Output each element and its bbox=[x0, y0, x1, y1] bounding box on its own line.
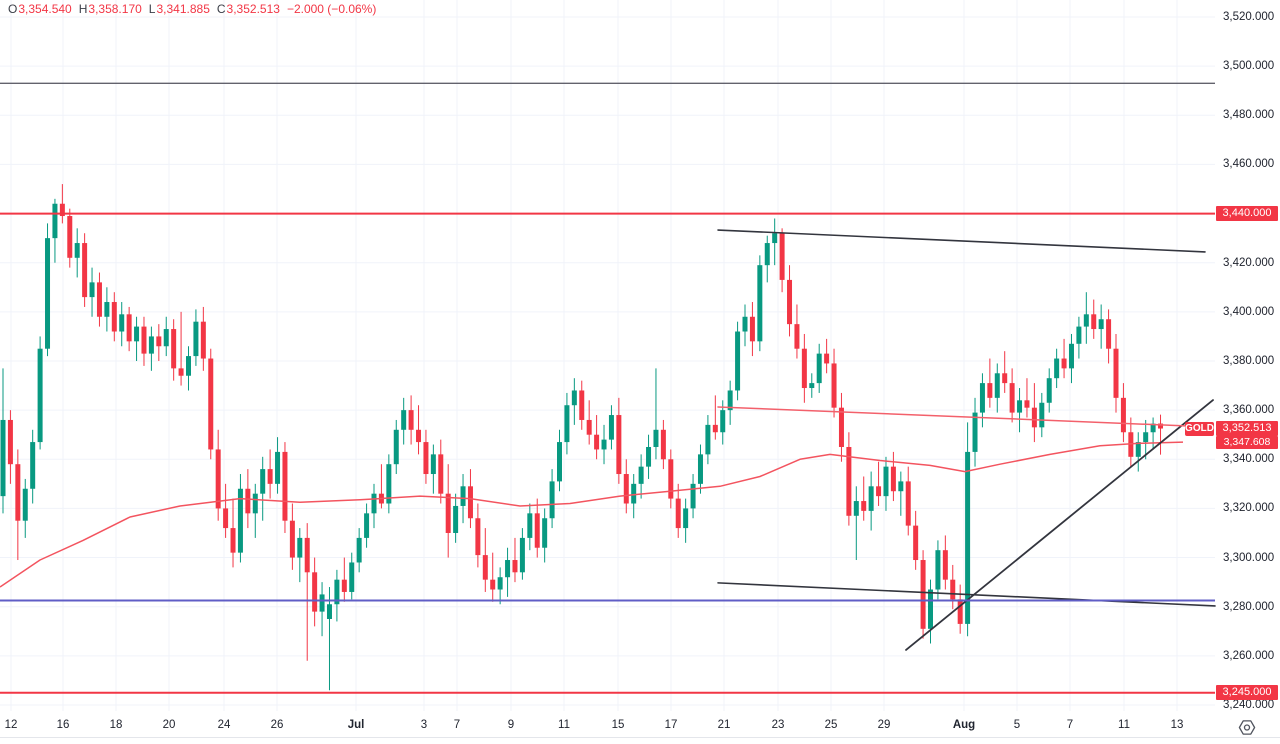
close-label: C bbox=[216, 2, 226, 16]
high-value: 3,358.170 bbox=[88, 2, 142, 16]
open-value: 3,354.540 bbox=[18, 2, 72, 16]
time-tick-label: 25 bbox=[824, 719, 838, 731]
resistance-price-tag: 3,440.000 bbox=[1216, 206, 1278, 222]
horizontal-levels bbox=[0, 82, 1215, 694]
time-tick-label: 18 bbox=[109, 719, 123, 731]
ohlc-legend: O 3,354.540 H 3,358.170 L 3,341.885 C 3,352.… bbox=[8, 1, 376, 17]
gear-icon bbox=[1238, 720, 1256, 735]
upper-descending-trendline[interactable] bbox=[717, 229, 1206, 253]
axis-settings-button[interactable] bbox=[1237, 718, 1257, 737]
time-tick-label: 29 bbox=[877, 719, 891, 731]
trendlines bbox=[717, 229, 1216, 651]
price-tick-label: 3,460.000 bbox=[1223, 158, 1275, 171]
time-tick-label: 11 bbox=[558, 719, 570, 731]
ascending-trendline[interactable] bbox=[905, 399, 1214, 651]
moving-average-line bbox=[0, 441, 1184, 588]
time-tick-label: 17 bbox=[664, 719, 678, 731]
time-tick-label: 3 bbox=[420, 719, 428, 731]
price-tick-label: 3,240.000 bbox=[1223, 698, 1275, 711]
price-tick-label: 3,360.000 bbox=[1223, 404, 1275, 417]
time-tick-label: 7 bbox=[1066, 719, 1074, 731]
price-tick-label: 3,320.000 bbox=[1223, 502, 1275, 515]
time-tick-label: 11 bbox=[1118, 719, 1130, 731]
support-price-tag: 3,245.000 bbox=[1216, 685, 1278, 701]
grid-lines bbox=[0, 0, 1215, 711]
last-price-tag: 3,352.513 bbox=[1216, 421, 1278, 437]
ma-price-tag: 3,347.608 bbox=[1216, 436, 1278, 450]
time-tick-label: Jul bbox=[347, 719, 365, 731]
price-tick-label: 3,300.000 bbox=[1223, 551, 1275, 564]
time-tick-label: 5 bbox=[1013, 719, 1021, 731]
high-label: H bbox=[78, 2, 88, 16]
price-tick-label: 3,500.000 bbox=[1223, 60, 1275, 73]
price-tick-label: 3,420.000 bbox=[1223, 256, 1275, 269]
candlestick-series bbox=[0, 184, 1164, 691]
time-tick-label: 9 bbox=[507, 719, 515, 731]
time-tick-label: 7 bbox=[453, 719, 461, 731]
lower-descending-trendline[interactable] bbox=[717, 582, 1216, 607]
price-tick-label: 3,380.000 bbox=[1223, 354, 1275, 367]
time-tick-label: 15 bbox=[611, 719, 625, 731]
low-label: L bbox=[148, 2, 156, 16]
change-value: −2.000 (−0.06%) bbox=[286, 2, 377, 16]
symbol-price-tag: GOLD bbox=[1185, 421, 1214, 436]
time-tick-label: 20 bbox=[162, 719, 176, 731]
close-value: 3,352.513 bbox=[226, 2, 280, 16]
time-tick-label: 23 bbox=[771, 719, 785, 731]
low-value: 3,341.885 bbox=[156, 2, 210, 16]
axis-separator bbox=[0, 737, 1280, 738]
time-tick-label: 21 bbox=[717, 719, 731, 731]
time-tick-label: 24 bbox=[217, 719, 231, 731]
time-tick-label: 16 bbox=[56, 719, 70, 731]
price-tick-label: 3,480.000 bbox=[1223, 109, 1275, 122]
time-tick-label: 13 bbox=[1170, 719, 1184, 731]
price-tick-label: 3,280.000 bbox=[1223, 600, 1275, 613]
time-tick-label: 12 bbox=[4, 719, 18, 731]
red-trendline[interactable] bbox=[717, 406, 1186, 427]
price-tick-label: 3,400.000 bbox=[1223, 305, 1275, 318]
time-tick-label: 26 bbox=[270, 719, 284, 731]
open-label: O bbox=[8, 2, 18, 16]
price-tick-label: 3,340.000 bbox=[1223, 453, 1275, 466]
time-tick-label: Aug bbox=[952, 719, 976, 731]
price-tick-label: 3,520.000 bbox=[1223, 11, 1275, 23]
price-tick-label: 3,260.000 bbox=[1223, 649, 1275, 662]
